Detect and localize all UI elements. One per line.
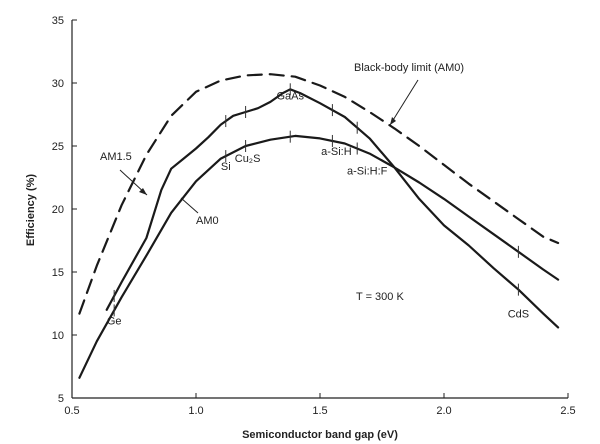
ticks <box>71 19 569 399</box>
axes <box>71 20 568 399</box>
series-layer <box>78 73 560 379</box>
black-body-limit-curve <box>78 73 560 315</box>
y-tick-label: 15 <box>52 267 64 279</box>
material-label: a-Si:H <box>321 146 352 158</box>
y-tick-labels: 5 10 15 20 25 30 35 <box>52 15 64 405</box>
arrowhead-am15 <box>139 188 147 195</box>
x-axis-title: Semiconductor band gap (eV) <box>242 429 398 441</box>
material-labels: Ge Si Cu₂S GaAs a-Si:H a-Si:H:F CdS <box>107 90 529 327</box>
annotation-am0: AM0 <box>196 215 219 227</box>
y-tick-label: 30 <box>52 78 64 90</box>
leader-am0 <box>180 197 199 214</box>
material-label: Si <box>221 161 231 173</box>
material-label: GaAs <box>276 90 304 102</box>
y-tick-label: 20 <box>52 204 64 216</box>
x-tick-labels: 0.5 1.0 1.5 2.0 2.5 <box>64 405 575 417</box>
annotation-black-body-limit: Black-body limit (AM0) <box>354 62 464 74</box>
leader-black-body <box>389 79 419 126</box>
y-tick-label: 5 <box>58 393 64 405</box>
y-axis-title: Efficiency (%) <box>25 174 37 246</box>
y-tick-label: 25 <box>52 141 64 153</box>
material-label: Ge <box>107 315 122 327</box>
material-markers <box>113 83 519 317</box>
x-tick-label: 2.0 <box>436 405 451 417</box>
material-label: CdS <box>508 309 529 321</box>
x-tick-label: 1.5 <box>312 405 327 417</box>
material-label: a-Si:H:F <box>347 166 388 178</box>
am15-curve <box>105 88 560 329</box>
x-tick-label: 0.5 <box>64 405 79 417</box>
x-tick-label: 1.0 <box>188 405 203 417</box>
y-tick-label: 35 <box>52 15 64 27</box>
arrowhead-black-body <box>390 117 396 125</box>
annotation-am15: AM1.5 <box>100 151 132 163</box>
annotation-leaders <box>119 79 419 214</box>
y-tick-label: 10 <box>52 330 64 342</box>
material-label: Cu₂S <box>235 153 261 165</box>
annotation-temperature: T = 300 K <box>356 291 404 303</box>
x-tick-label: 2.5 <box>560 405 575 417</box>
am0-curve <box>78 134 560 379</box>
